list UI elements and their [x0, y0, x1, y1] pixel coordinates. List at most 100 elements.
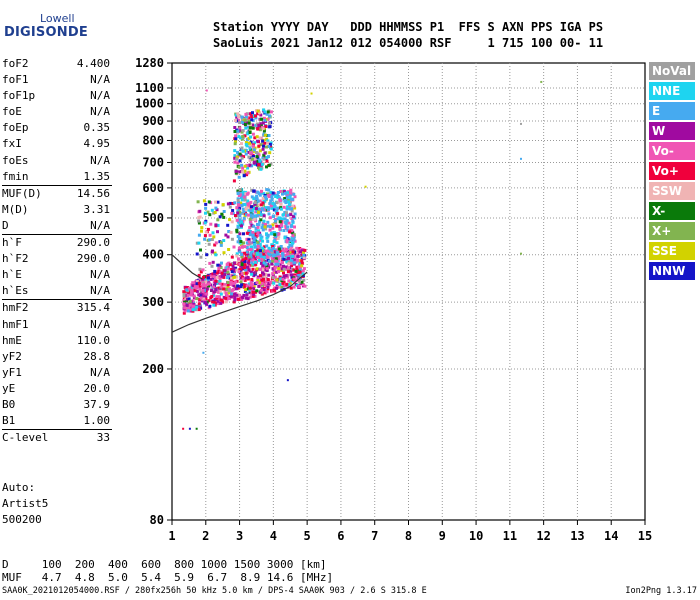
- echo-point: [282, 257, 286, 261]
- echo-point: [276, 252, 280, 256]
- echo-point: [213, 251, 217, 255]
- echo-point: [298, 268, 302, 272]
- echo-point: [286, 379, 289, 382]
- echo-point: [253, 146, 257, 150]
- echo-point: [183, 300, 187, 304]
- echo-point: [265, 112, 269, 116]
- echo-point: [237, 135, 241, 139]
- echo-point: [268, 125, 272, 129]
- echo-point: [296, 259, 300, 263]
- echo-point: [190, 285, 194, 289]
- echo-point: [256, 240, 260, 244]
- echo-point: [274, 253, 277, 257]
- echo-point: [204, 279, 208, 283]
- echo-point: [248, 217, 252, 221]
- x-tick-label: 3: [236, 529, 243, 543]
- echo-point: [209, 287, 213, 291]
- echo-point: [257, 163, 261, 167]
- echo-point: [300, 264, 304, 268]
- echo-point: [243, 278, 247, 282]
- echo-point: [214, 241, 218, 245]
- y-tick-label: 900: [142, 114, 164, 128]
- echo-point: [265, 232, 268, 236]
- x-tick-label: 12: [536, 529, 550, 543]
- echo-point: [248, 163, 252, 167]
- echo-point: [264, 255, 268, 259]
- echo-point: [214, 279, 218, 283]
- echo-point: [225, 294, 229, 298]
- param-row: foF1 N/A: [2, 72, 112, 88]
- echo-point: [226, 281, 230, 284]
- echo-point: [251, 126, 255, 130]
- legend-item: SSW: [649, 182, 695, 200]
- echo-point: [241, 296, 245, 300]
- param-value: N/A: [90, 284, 110, 298]
- echo-point: [261, 203, 265, 207]
- echo-point: [217, 295, 221, 299]
- y-tick-label: 1100: [135, 81, 164, 95]
- echo-point: [200, 294, 204, 298]
- echo-point: [197, 216, 201, 220]
- echo-point: [263, 291, 267, 295]
- echo-point: [203, 237, 207, 241]
- echo-point: [271, 215, 275, 219]
- echo-point: [300, 261, 304, 265]
- echo-point: [243, 134, 247, 138]
- echo-point: [222, 210, 226, 213]
- echo-point: [275, 193, 279, 197]
- echo-point: [241, 118, 244, 122]
- echo-point: [251, 150, 255, 153]
- param-value: 0.35: [83, 121, 111, 135]
- echo-point: [248, 141, 252, 145]
- echo-point: [270, 195, 274, 199]
- echo-point: [262, 272, 266, 276]
- echo-point: [267, 134, 271, 137]
- echo-point: [227, 248, 231, 251]
- echo-point: [259, 253, 263, 257]
- echo-point: [195, 289, 199, 293]
- param-key: yF1: [2, 365, 22, 379]
- echo-point: [243, 118, 247, 122]
- echo-point: [236, 197, 240, 201]
- echo-point: [257, 123, 261, 127]
- echo-point: [244, 271, 248, 275]
- echo-point: [186, 309, 190, 313]
- echo-point: [288, 243, 292, 247]
- echo-point: [278, 227, 282, 231]
- echo-point: [250, 261, 254, 265]
- echo-point: [282, 229, 286, 232]
- echo-point: [238, 159, 242, 163]
- param-row: hmF2 315.4: [2, 299, 112, 316]
- echo-point: [242, 196, 246, 200]
- echo-point: [289, 286, 293, 290]
- echo-point: [263, 275, 267, 278]
- echo-point: [192, 301, 196, 305]
- param-key: foEs: [2, 153, 29, 167]
- echo-point: [258, 199, 262, 203]
- echo-point: [268, 216, 272, 220]
- echo-point: [206, 227, 210, 231]
- echo-point: [223, 273, 227, 277]
- echo-point: [251, 144, 255, 148]
- echo-point: [235, 157, 239, 161]
- legend-item: NoVal: [649, 62, 695, 80]
- echo-point: [223, 283, 227, 287]
- echo-point: [278, 285, 282, 289]
- param-row: fxI 4.95: [2, 136, 112, 152]
- echo-point: [190, 290, 194, 294]
- echo-point: [195, 282, 199, 286]
- echo-point: [182, 302, 186, 306]
- echo-point: [254, 230, 258, 234]
- echo-point: [230, 267, 234, 271]
- echo-point: [301, 269, 305, 273]
- echo-point: [240, 156, 244, 160]
- version-label: Ion2Png 1.3.17: [625, 586, 697, 596]
- echo-point: [252, 160, 256, 164]
- echo-point: [233, 201, 237, 205]
- echo-point: [234, 171, 238, 175]
- param-value: N/A: [90, 89, 110, 103]
- param-value: N/A: [90, 317, 110, 331]
- echo-cloud: [182, 80, 543, 430]
- echo-point: [226, 262, 230, 266]
- echo-point: [276, 280, 280, 284]
